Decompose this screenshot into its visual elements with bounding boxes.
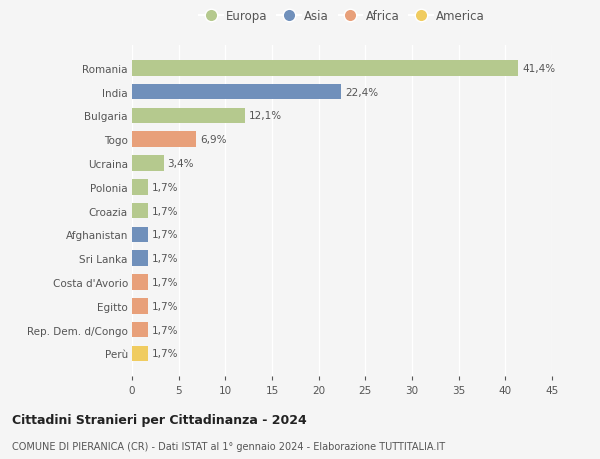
Text: 1,7%: 1,7% bbox=[152, 325, 178, 335]
Text: COMUNE DI PIERANICA (CR) - Dati ISTAT al 1° gennaio 2024 - Elaborazione TUTTITAL: COMUNE DI PIERANICA (CR) - Dati ISTAT al… bbox=[12, 441, 445, 451]
Text: 1,7%: 1,7% bbox=[152, 301, 178, 311]
Text: 6,9%: 6,9% bbox=[200, 135, 227, 145]
Text: 22,4%: 22,4% bbox=[345, 87, 378, 97]
Text: 1,7%: 1,7% bbox=[152, 206, 178, 216]
Text: 12,1%: 12,1% bbox=[248, 111, 282, 121]
Legend: Europa, Asia, Africa, America: Europa, Asia, Africa, America bbox=[194, 6, 490, 28]
Bar bbox=[132, 322, 148, 338]
Bar bbox=[132, 298, 148, 314]
Bar bbox=[132, 84, 341, 100]
Bar bbox=[132, 179, 148, 195]
Bar bbox=[132, 274, 148, 290]
Bar bbox=[132, 251, 148, 266]
Text: 1,7%: 1,7% bbox=[152, 254, 178, 263]
Bar bbox=[132, 108, 245, 124]
Text: 1,7%: 1,7% bbox=[152, 277, 178, 287]
Bar bbox=[132, 227, 148, 243]
Bar bbox=[132, 132, 196, 148]
Text: Cittadini Stranieri per Cittadinanza - 2024: Cittadini Stranieri per Cittadinanza - 2… bbox=[12, 413, 307, 426]
Bar bbox=[132, 346, 148, 361]
Bar bbox=[132, 156, 164, 171]
Text: 1,7%: 1,7% bbox=[152, 230, 178, 240]
Text: 3,4%: 3,4% bbox=[167, 159, 194, 168]
Text: 1,7%: 1,7% bbox=[152, 349, 178, 358]
Text: 41,4%: 41,4% bbox=[522, 64, 555, 73]
Text: 1,7%: 1,7% bbox=[152, 182, 178, 192]
Bar bbox=[132, 61, 518, 76]
Bar bbox=[132, 203, 148, 219]
